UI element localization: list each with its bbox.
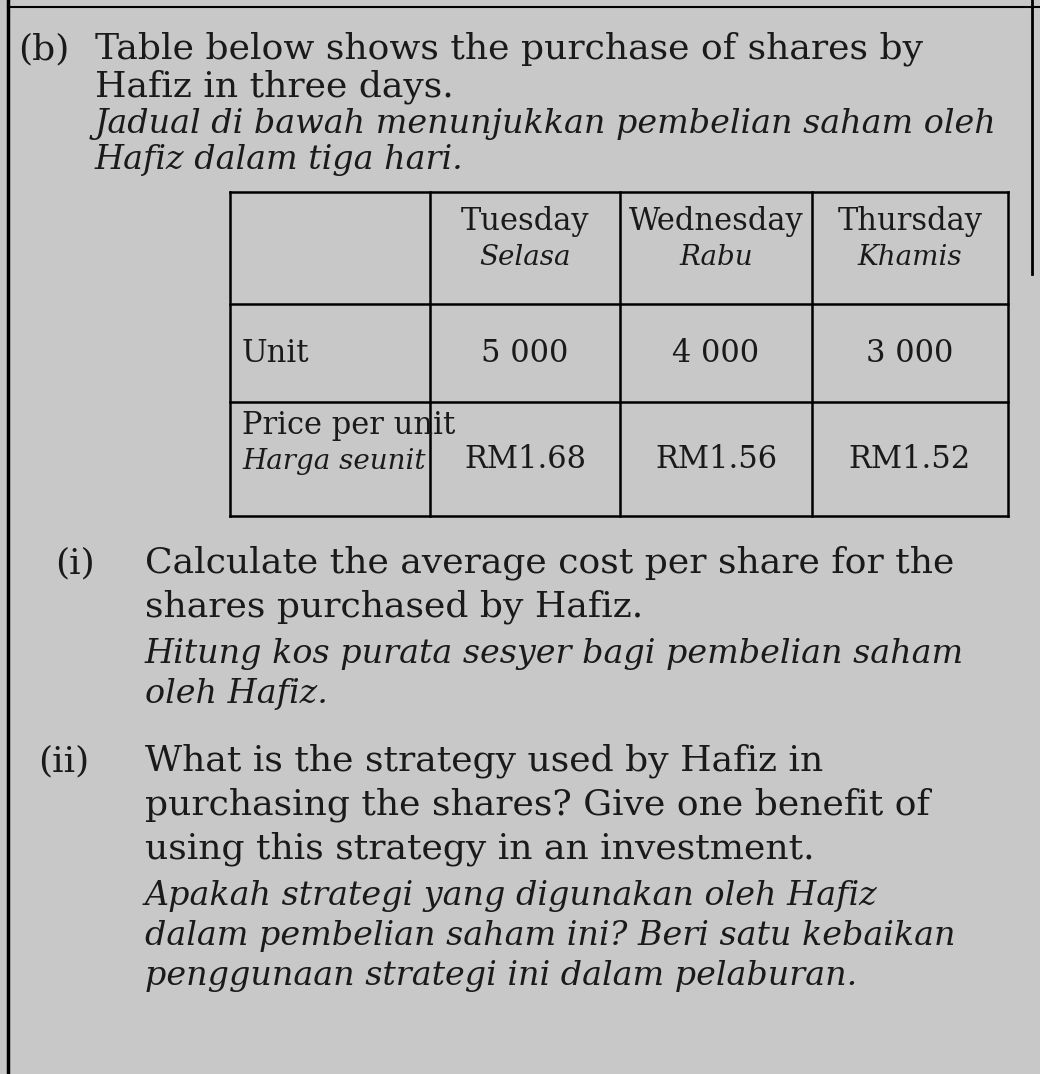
Text: 3 000: 3 000 [866,337,954,368]
Text: Harga seunit: Harga seunit [242,448,425,475]
Text: Selasa: Selasa [479,244,571,271]
Text: RM1.56: RM1.56 [655,444,777,475]
Text: Hafiz dalam tiga hari.: Hafiz dalam tiga hari. [95,144,464,176]
Text: (ii): (ii) [38,744,89,778]
Text: Rabu: Rabu [679,244,753,271]
Text: 4 000: 4 000 [673,337,759,368]
Text: Jadual di bawah menunjukkan pembelian saham oleh: Jadual di bawah menunjukkan pembelian sa… [95,108,996,140]
Text: shares purchased by Hafiz.: shares purchased by Hafiz. [145,590,644,624]
Text: Price per unit: Price per unit [242,410,456,441]
Text: RM1.52: RM1.52 [849,444,971,475]
Text: Unit: Unit [242,337,310,368]
Text: Thursday: Thursday [837,206,983,237]
Text: Hafiz in three days.: Hafiz in three days. [95,70,453,104]
Text: 5 000: 5 000 [482,337,569,368]
Text: oleh Hafiz.: oleh Hafiz. [145,678,328,710]
Text: Khamis: Khamis [858,244,962,271]
Text: RM1.68: RM1.68 [464,444,586,475]
Text: (b): (b) [18,32,70,66]
Text: using this strategy in an investment.: using this strategy in an investment. [145,832,814,867]
Text: dalam pembelian saham ini? Beri satu kebaikan: dalam pembelian saham ini? Beri satu keb… [145,920,956,952]
Text: What is the strategy used by Hafiz in: What is the strategy used by Hafiz in [145,744,824,779]
Text: Calculate the average cost per share for the: Calculate the average cost per share for… [145,546,955,581]
Text: Apakah strategi yang digunakan oleh Hafiz: Apakah strategi yang digunakan oleh Hafi… [145,880,878,912]
Text: penggunaan strategi ini dalam pelaburan.: penggunaan strategi ini dalam pelaburan. [145,960,857,992]
Text: Table below shows the purchase of shares by: Table below shows the purchase of shares… [95,32,924,67]
Text: purchasing the shares? Give one benefit of: purchasing the shares? Give one benefit … [145,788,930,823]
Text: Hitung kos purata sesyer bagi pembelian saham: Hitung kos purata sesyer bagi pembelian … [145,638,964,670]
Text: Wednesday: Wednesday [628,206,803,237]
Text: (i): (i) [55,546,95,580]
Text: Tuesday: Tuesday [461,206,590,237]
